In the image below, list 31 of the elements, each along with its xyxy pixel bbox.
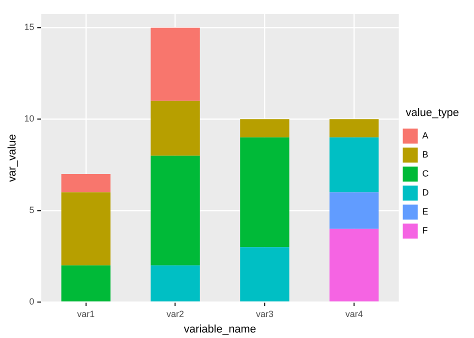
y-tick-label: 15 [24, 22, 34, 32]
bar [240, 247, 290, 302]
y-tick-label: 10 [24, 114, 34, 124]
bar [330, 119, 379, 138]
legend-label: B [422, 150, 428, 160]
bar [61, 265, 110, 302]
bar [240, 137, 290, 248]
bar [61, 192, 110, 266]
x-tick-label: var2 [166, 308, 184, 319]
y-axis-title: var_value [6, 134, 19, 182]
y-tick-label: 0 [29, 296, 34, 306]
x-axis-title: variable_name [184, 323, 256, 336]
bar [240, 119, 290, 138]
bar [61, 174, 110, 192]
legend-label: C [422, 168, 430, 179]
legend-label: F [422, 226, 428, 236]
legend-label: A [422, 130, 428, 141]
y-tick-label: 5 [29, 205, 34, 216]
bar [330, 192, 379, 229]
x-tick-label: var3 [256, 308, 274, 319]
bar [150, 100, 200, 156]
bar [150, 28, 200, 101]
x-tick-label: var4 [345, 308, 363, 319]
legend-title: value_type [406, 106, 460, 119]
legend-label: E [422, 206, 428, 217]
bar [330, 228, 379, 302]
bar [330, 137, 379, 192]
x-tick-label: var1 [77, 308, 95, 319]
legend-label: D [422, 188, 430, 198]
bar [150, 156, 200, 266]
bar [150, 265, 200, 302]
